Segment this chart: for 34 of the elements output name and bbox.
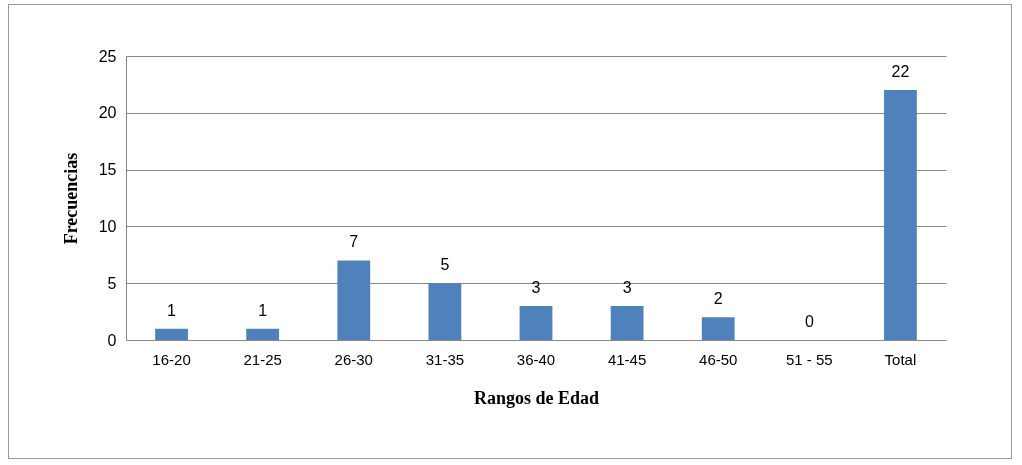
x-tick-label: 46-50 bbox=[699, 350, 738, 368]
y-tick-label: 15 bbox=[98, 161, 117, 179]
x-tick-label: 36-40 bbox=[516, 350, 556, 368]
y-tick-label: 5 bbox=[107, 274, 117, 292]
bar bbox=[519, 305, 553, 340]
y-axis-title: Frecuencias bbox=[60, 152, 81, 245]
x-tick-label: 16-20 bbox=[152, 350, 191, 368]
x-axis-title: Rangos de Edad bbox=[473, 387, 600, 408]
data-label: 3 bbox=[622, 278, 632, 296]
x-tick-label: 31-35 bbox=[425, 350, 465, 368]
data-label: 22 bbox=[891, 63, 910, 81]
x-tick-label: 41-45 bbox=[607, 350, 647, 368]
bar bbox=[428, 283, 462, 340]
bar bbox=[155, 328, 188, 340]
y-tick-label: 25 bbox=[98, 47, 117, 65]
x-tick-label: 51 - 55 bbox=[785, 350, 833, 368]
bar bbox=[246, 328, 280, 340]
data-label: 5 bbox=[440, 256, 450, 274]
data-label: 0 bbox=[804, 313, 814, 330]
y-tick-label: 0 bbox=[107, 331, 117, 349]
bar bbox=[337, 260, 371, 340]
bar bbox=[701, 317, 735, 340]
y-tick-label: 10 bbox=[98, 217, 117, 235]
data-label: 1 bbox=[167, 301, 177, 319]
data-label: 1 bbox=[258, 301, 268, 319]
x-tick-label: 21-25 bbox=[243, 350, 282, 368]
data-label: 7 bbox=[349, 233, 359, 251]
y-tick-label: 20 bbox=[98, 104, 117, 122]
x-tick-label: 26-30 bbox=[334, 350, 373, 368]
x-tick-label: Total bbox=[884, 350, 917, 368]
bar bbox=[884, 90, 917, 340]
data-label: 3 bbox=[531, 278, 541, 296]
data-label: 2 bbox=[713, 290, 723, 308]
bar bbox=[610, 305, 644, 340]
